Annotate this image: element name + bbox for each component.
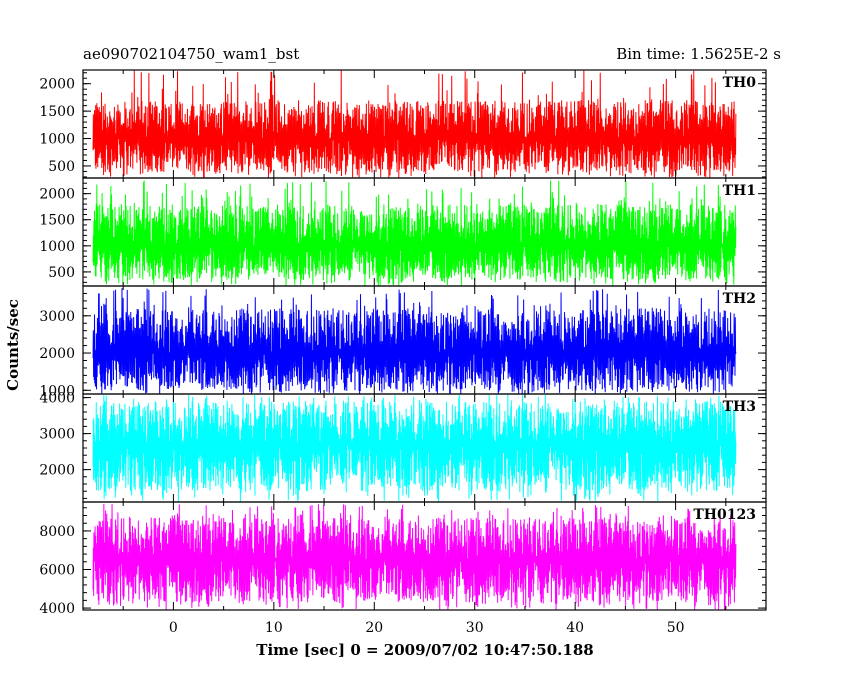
x-tick-label: 30 bbox=[466, 620, 484, 636]
x-tick-label: 20 bbox=[365, 620, 383, 636]
y-tick-label: 3000 bbox=[39, 309, 75, 325]
x-axis-label: Time [sec] 0 = 2009/07/02 10:47:50.188 bbox=[256, 641, 593, 659]
y-tick-label: 2000 bbox=[39, 346, 75, 362]
y-tick-label: 500 bbox=[48, 159, 75, 175]
x-tick-label: 40 bbox=[566, 620, 584, 636]
y-tick-label: 1500 bbox=[39, 213, 75, 229]
y-tick-label: 2000 bbox=[39, 77, 75, 93]
plot-title: ae090702104750_wam1_bst bbox=[83, 45, 299, 63]
series-line-th3 bbox=[92, 394, 737, 502]
series-line-th0 bbox=[92, 70, 737, 178]
series-line-th1 bbox=[92, 180, 737, 286]
y-tick-label: 2000 bbox=[39, 463, 75, 479]
y-tick-label: 1000 bbox=[39, 239, 75, 255]
panel-label-th0: TH0 bbox=[723, 75, 757, 91]
y-tick-label: 3000 bbox=[39, 427, 75, 443]
y-axis-label: Counts/sec bbox=[4, 299, 22, 391]
y-tick-label: 1000 bbox=[39, 132, 75, 148]
x-tick-label: 10 bbox=[265, 620, 283, 636]
y-tick-label: 1500 bbox=[39, 104, 75, 120]
y-tick-label: 8000 bbox=[39, 524, 75, 540]
series-line-th0123 bbox=[92, 503, 737, 610]
y-tick-label: 500 bbox=[48, 265, 75, 281]
bin-time-label: Bin time: 1.5625E-2 s bbox=[616, 45, 781, 63]
y-tick-label: 4000 bbox=[39, 391, 75, 407]
x-tick-label: 50 bbox=[667, 620, 685, 636]
y-tick-label: 2000 bbox=[39, 187, 75, 203]
panel-label-th0123: TH0123 bbox=[693, 507, 756, 523]
x-tick-label: 0 bbox=[169, 620, 178, 636]
y-tick-label: 4000 bbox=[39, 601, 75, 617]
panel-label-th1: TH1 bbox=[723, 183, 756, 199]
series-line-th2 bbox=[92, 288, 737, 394]
panel-label-th2: TH2 bbox=[723, 291, 756, 307]
y-tick-label: 6000 bbox=[39, 563, 75, 579]
panel-label-th3: TH3 bbox=[723, 399, 756, 415]
y-tick-label: 1000 bbox=[39, 383, 75, 399]
